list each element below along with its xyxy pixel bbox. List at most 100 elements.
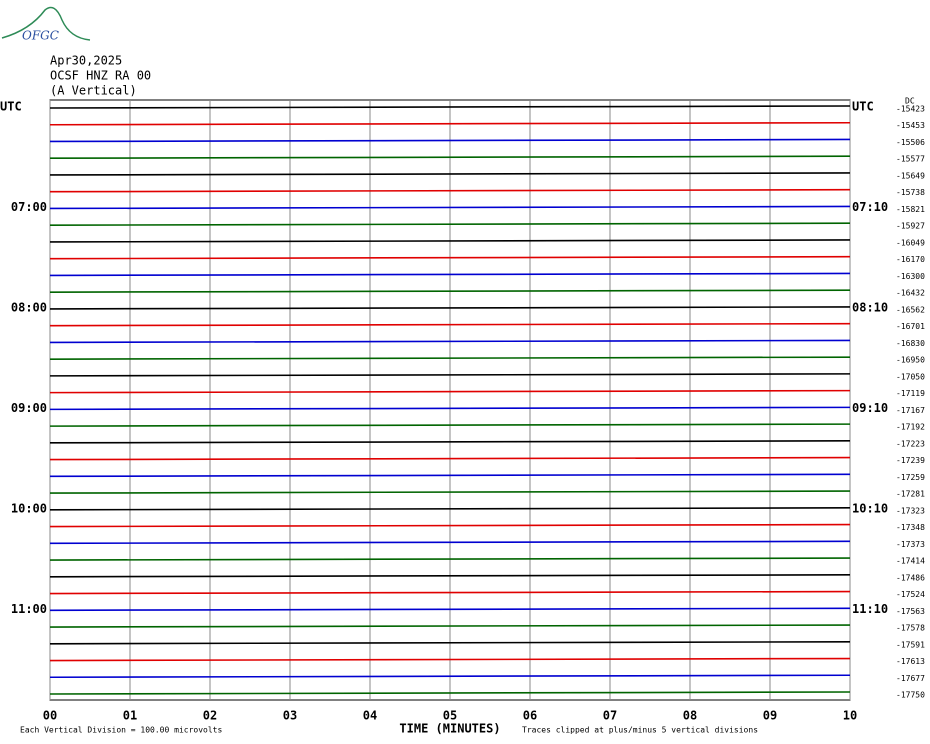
trace [49, 456, 851, 461]
offset-label: -17223 [896, 439, 925, 448]
offset-label: -17563 [896, 607, 925, 616]
x-tick-label: 03 [283, 709, 297, 723]
offset-label: -17486 [896, 573, 925, 582]
trace [49, 523, 851, 528]
trace [49, 356, 851, 360]
left-time-label: UTC [0, 100, 22, 114]
trace [49, 255, 851, 260]
offset-label: -17239 [896, 456, 925, 465]
right-time-label: 10:10 [852, 501, 888, 515]
trace [49, 205, 851, 210]
offset-label: -16170 [896, 255, 925, 264]
offset-label: -16701 [896, 322, 925, 331]
offset-label: -17119 [896, 389, 925, 398]
offset-label: -15927 [896, 222, 925, 231]
offset-label: -16830 [896, 339, 925, 348]
trace [49, 222, 851, 226]
offset-label: -15453 [896, 121, 925, 130]
date: Apr30,2025 [50, 54, 122, 68]
offset-label: -15506 [896, 138, 925, 147]
trace [49, 640, 851, 645]
trace [49, 406, 851, 411]
trace [49, 373, 851, 377]
offset-label: -17750 [896, 691, 925, 700]
trace [49, 507, 851, 511]
offset-label: -16432 [896, 289, 925, 298]
x-tick-label: 02 [203, 709, 217, 723]
left-time-label: 10:00 [11, 501, 47, 515]
trace [49, 172, 851, 176]
offset-label: -17524 [896, 590, 925, 599]
x-tick-label: 08 [683, 709, 697, 723]
trace [49, 607, 851, 612]
x-tick-label: 05 [443, 709, 457, 723]
offset-label: -16049 [896, 238, 925, 247]
trace [49, 657, 851, 662]
trace [49, 473, 851, 478]
left-time-label: 08:00 [11, 300, 47, 314]
offset-label: -15577 [896, 155, 925, 164]
trace [49, 557, 851, 561]
trace [49, 138, 851, 143]
trace [49, 155, 851, 160]
trace [49, 121, 851, 126]
offset-label: -17578 [896, 624, 925, 633]
x-tick-label: 10 [843, 709, 857, 723]
offset-label: -15423 [896, 105, 925, 114]
offset-label: -16950 [896, 356, 925, 365]
left-time-label: 07:00 [11, 200, 47, 214]
offset-label: -15821 [896, 205, 925, 214]
right-time-label: 11:10 [852, 602, 888, 616]
x-tick-label: 04 [363, 709, 377, 723]
offset-label: -17677 [896, 674, 925, 683]
station: OCSF HNZ RA 00 [50, 69, 151, 83]
offset-label: -17167 [896, 406, 925, 415]
trace [49, 239, 851, 243]
logo-text: OFGC [22, 29, 59, 43]
trace [49, 339, 851, 344]
logo-mark [1, 6, 91, 41]
offset-label: -16562 [896, 305, 925, 314]
right-time-label: UTC [852, 100, 874, 114]
component: (A Vertical) [50, 84, 137, 98]
trace [49, 105, 851, 109]
offset-label: -17591 [896, 640, 925, 649]
x-tick-label: 01 [123, 709, 137, 723]
left-time-label: 11:00 [11, 602, 47, 616]
left-time-label: 09:00 [11, 401, 47, 415]
offset-label: -15649 [896, 171, 925, 180]
trace [49, 389, 851, 394]
x-tick-label: 07 [603, 709, 617, 723]
right-time-label: 07:10 [852, 200, 888, 214]
offset-label: -17192 [896, 423, 925, 432]
x-tick-label: 00 [43, 709, 57, 723]
trace [49, 272, 851, 277]
offset-label: -17259 [896, 473, 925, 482]
trace [49, 490, 851, 494]
trace [49, 289, 851, 293]
offset-label: -17323 [896, 506, 925, 515]
trace [49, 306, 851, 310]
trace [49, 624, 851, 628]
offset-label: -17414 [896, 557, 925, 566]
trace [49, 188, 851, 193]
trace [49, 674, 851, 679]
clip-note: Traces clipped at plus/minus 5 vertical … [522, 726, 758, 735]
right-time-label: 08:10 [852, 300, 888, 314]
trace [49, 590, 851, 595]
trace [49, 423, 851, 427]
right-time-label: 09:10 [852, 401, 888, 415]
offset-label: -16300 [896, 272, 925, 281]
trace [49, 691, 851, 695]
offset-label: -17281 [896, 490, 925, 499]
offset-label: -15738 [896, 188, 925, 197]
dc-label: DC [905, 97, 915, 106]
trace [49, 322, 851, 327]
trace [49, 440, 851, 444]
offset-label: -17613 [896, 657, 925, 666]
scale-note: Each Vertical Division = 100.00 microvol… [20, 726, 222, 735]
offset-label: -17348 [896, 523, 925, 532]
trace [49, 573, 851, 578]
offset-label: -17050 [896, 372, 925, 381]
